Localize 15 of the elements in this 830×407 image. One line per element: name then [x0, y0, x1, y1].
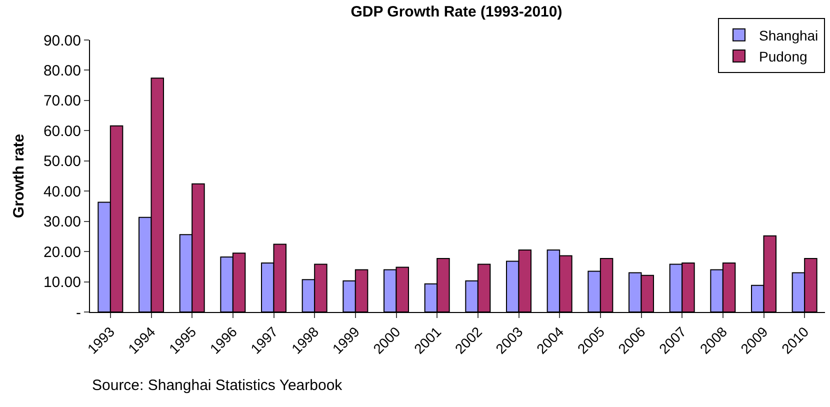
- y-tick-label: -: [76, 304, 81, 322]
- legend-label: Pudong: [759, 48, 808, 64]
- y-tick-label: 30.00: [43, 214, 81, 231]
- legend-label: Shanghai: [759, 27, 818, 44]
- chart-title: GDP Growth Rate (1993-2010): [350, 4, 562, 21]
- y-tick-label: 80.00: [43, 62, 81, 80]
- y-tick-label: 40.00: [43, 183, 81, 200]
- y-tick-label: 50.00: [43, 153, 81, 170]
- y-tick-label: 60.00: [43, 122, 81, 140]
- y-axis-title: Growth rate: [10, 134, 28, 218]
- y-tick-label: 10.00: [43, 274, 81, 292]
- y-tick-label: 90.00: [43, 32, 81, 50]
- source-note: Source: Shanghai Statistics Yearbook: [92, 377, 343, 394]
- y-tick-label: 20.00: [43, 244, 81, 261]
- y-tick-label: 70.00: [43, 92, 81, 110]
